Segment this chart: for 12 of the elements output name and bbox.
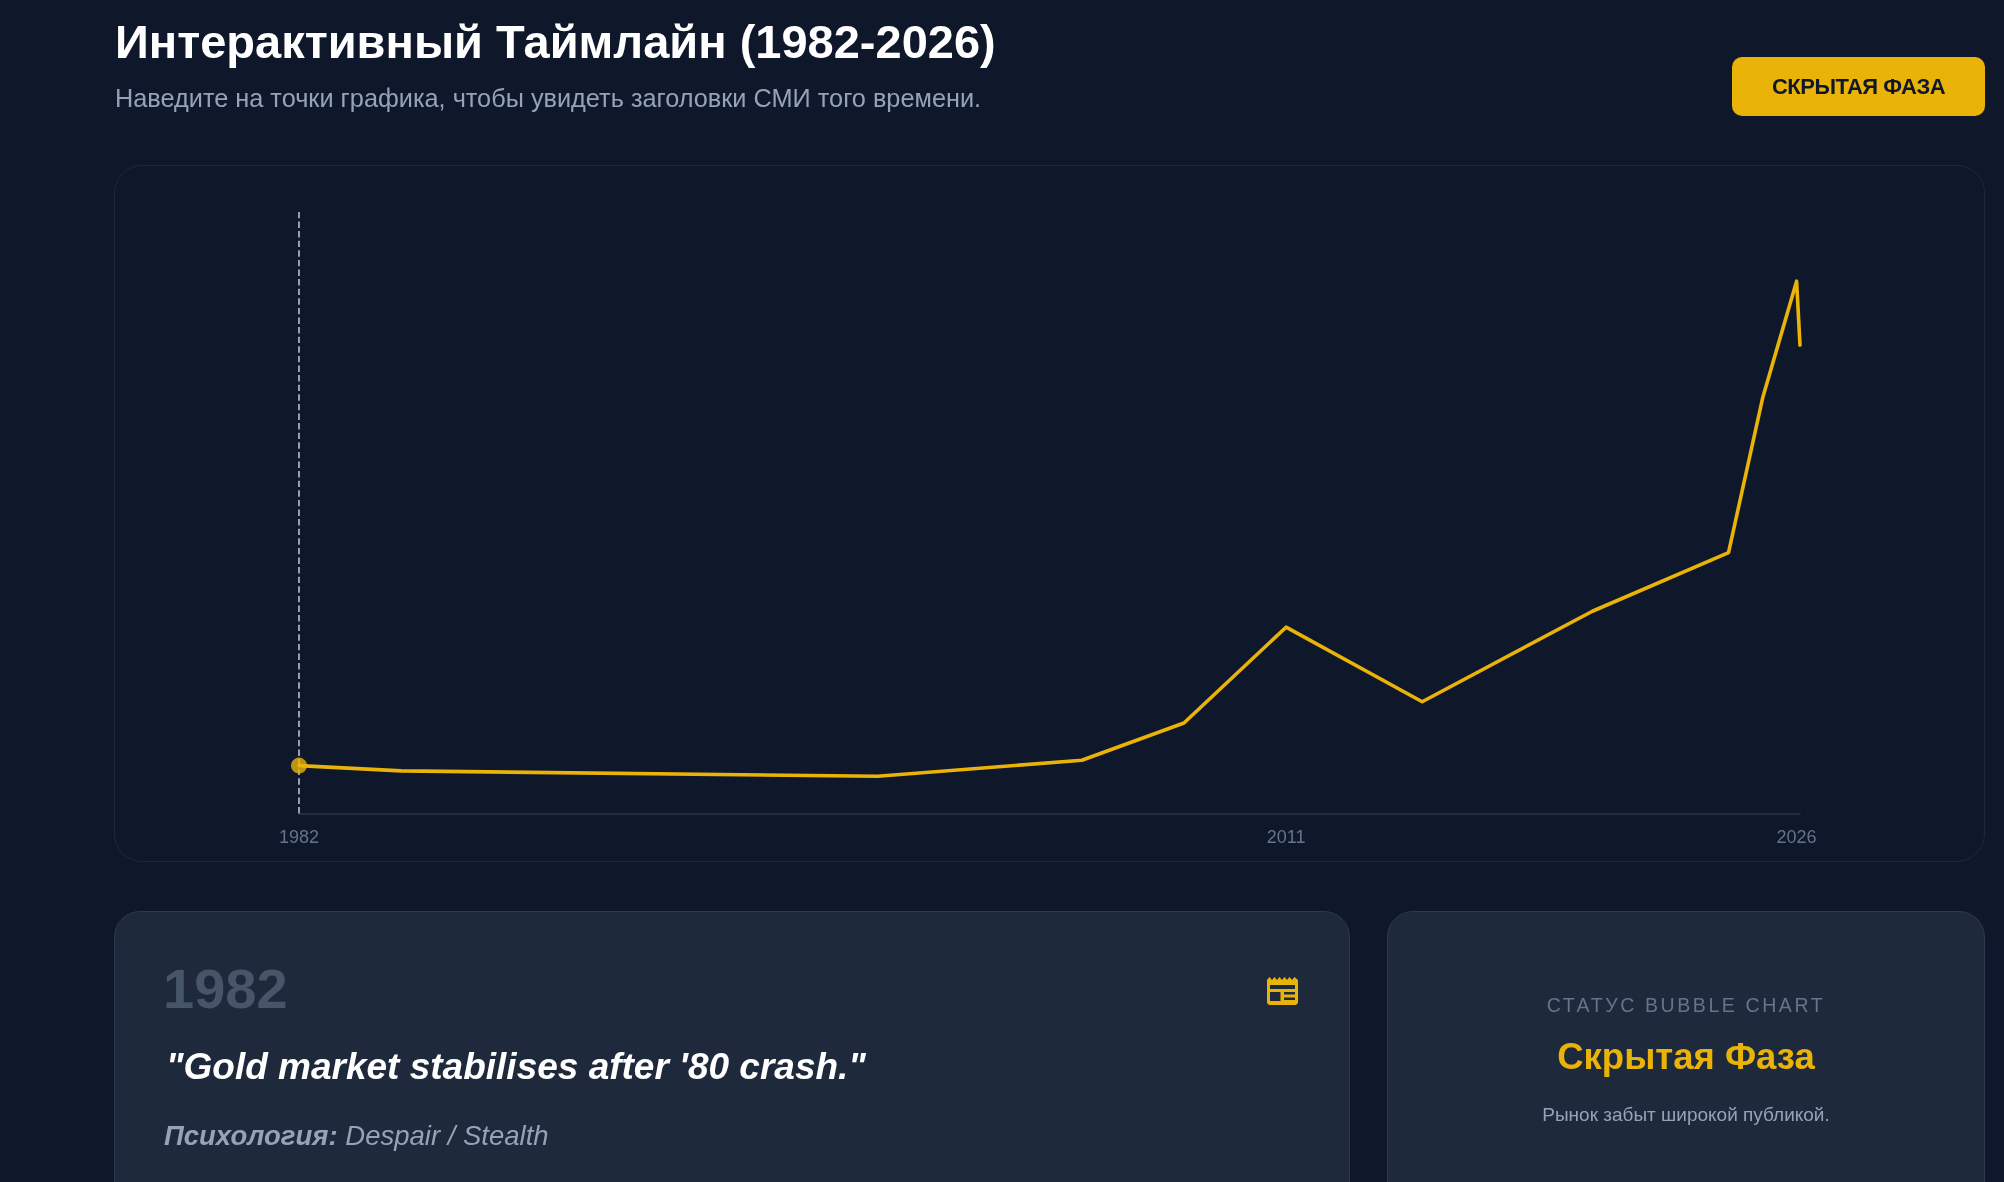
text: Скрытая Фаза (1557, 1036, 1815, 1077)
text: Рынок забыт широкой публикой. (1542, 1104, 1830, 1125)
phase-button[interactable]: СКРЫТАЯ ФАЗА (1732, 57, 1985, 116)
x-tick-label: 1982 (278, 826, 319, 846)
text: "Gold market stabilises after '80 crash." (166, 1046, 866, 1087)
x-tick-label: 2011 (1266, 826, 1305, 846)
text: Психология: (164, 1120, 338, 1151)
chart-subtitle: Наведите на точки графика, чтобы увидеть заголовки СМИ того времени. (115, 84, 982, 112)
text: Despair / Stealth (345, 1120, 549, 1151)
x-tick-label: 2026 (1776, 826, 1817, 846)
chart-title: Интерактивный Таймлайн (1982-2026) (115, 15, 996, 68)
text: СТАТУС BUBBLE CHART (1546, 994, 1826, 1016)
